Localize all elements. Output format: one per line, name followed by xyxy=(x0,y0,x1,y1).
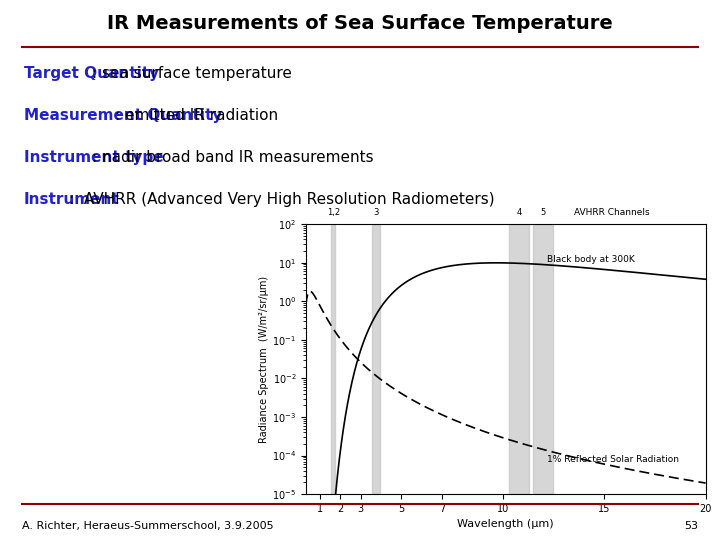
Y-axis label: Radiance Spectrum  (W/m²/sr/μm): Radiance Spectrum (W/m²/sr/μm) xyxy=(259,275,269,443)
Bar xyxy=(509,224,529,494)
Text: : sea surface temperature: : sea surface temperature xyxy=(92,66,292,81)
Text: :  AVHRR (Advanced Very High Resolution Radiometers): : AVHRR (Advanced Very High Resolution R… xyxy=(69,192,495,207)
Text: Black body at 300K: Black body at 300K xyxy=(547,255,635,264)
Text: AVHRR Channels: AVHRR Channels xyxy=(574,208,649,217)
Text: Target Quantity: Target Quantity xyxy=(24,66,159,81)
Text: 1% Reflected Solar Radiation: 1% Reflected Solar Radiation xyxy=(547,455,680,464)
Text: 53: 53 xyxy=(685,521,698,531)
Text: Instrument: Instrument xyxy=(24,192,120,207)
X-axis label: Wavelength (μm): Wavelength (μm) xyxy=(457,519,554,529)
Text: A. Richter, Heraeus-Summerschool, 3.9.2005: A. Richter, Heraeus-Summerschool, 3.9.20… xyxy=(22,521,273,531)
Text: : emitted IR radiation: : emitted IR radiation xyxy=(115,108,278,123)
Text: 1,2: 1,2 xyxy=(327,208,340,217)
Bar xyxy=(331,224,336,494)
Text: 4: 4 xyxy=(516,208,521,217)
Text: Measurement Quantity: Measurement Quantity xyxy=(24,108,222,123)
Text: IR Measurements of Sea Surface Temperature: IR Measurements of Sea Surface Temperatu… xyxy=(107,15,613,33)
Text: : nadir broad band IR measurements: : nadir broad band IR measurements xyxy=(92,150,374,165)
Bar xyxy=(372,224,379,494)
Text: 3: 3 xyxy=(373,208,379,217)
Text: Instrument type: Instrument type xyxy=(24,150,163,165)
Bar xyxy=(534,224,554,494)
Text: 5: 5 xyxy=(541,208,546,217)
